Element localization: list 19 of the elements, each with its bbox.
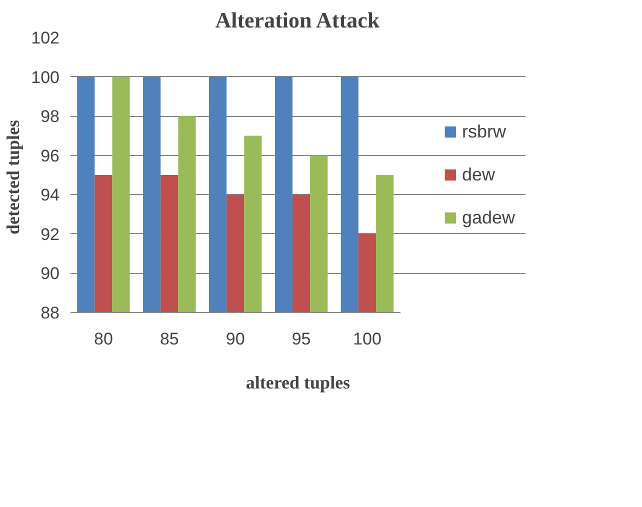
y-tick-label: 102 [31,28,60,48]
y-tick-label: 94 [40,186,60,205]
x-tick-label: 85 [160,330,179,348]
legend-label: dew [462,164,495,185]
x-tick-label: 80 [94,330,113,348]
chart-title: Alteration Attack [215,8,380,32]
x-tick-label: 95 [292,330,311,348]
legend-label: gadew [462,207,515,228]
y-tick-label: 92 [40,224,60,244]
y-tick-label: 88 [40,304,60,322]
y-tick-label: 90 [40,264,60,284]
x-tick-label: 90 [226,330,245,348]
y-tick-label: 98 [40,107,60,126]
y-axis-title: detected tuples [3,120,24,234]
x-tick-label: 100 [353,330,382,348]
legend-label: rsbrw [462,121,506,142]
y-tick-label: 96 [40,146,60,166]
x-axis-title: altered tuples [246,372,350,392]
y-tick-label: 100 [31,68,60,87]
